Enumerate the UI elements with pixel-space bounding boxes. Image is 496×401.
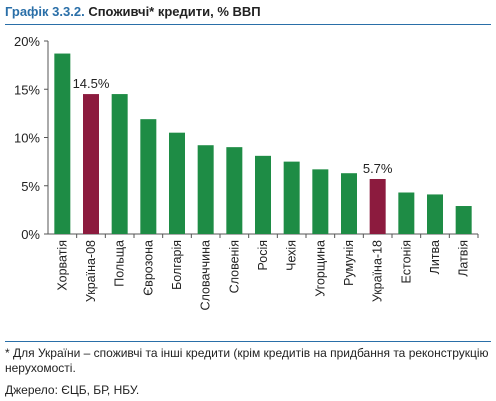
x-tick-label: Болгарія [170, 240, 184, 290]
x-tick-label: Латвія [457, 240, 471, 277]
x-tick-label: Словенія [227, 240, 241, 293]
bar-13 [427, 194, 443, 234]
chart-number: Графік 3.3.2. [5, 4, 85, 19]
x-tick-label: Словаччина [199, 240, 213, 311]
x-tick-label: Естонія [399, 240, 413, 283]
y-tick-label: 20% [14, 34, 40, 49]
bar-9 [312, 169, 329, 234]
x-tick-label: Україна-08 [84, 240, 98, 302]
y-tick-label: 15% [14, 82, 40, 97]
x-tick-label: Єврозона [141, 240, 155, 296]
bar-0 [54, 53, 71, 234]
source-note: Джерело: ЄЦБ, БР, НБУ. [5, 383, 140, 397]
bar-11 [369, 178, 386, 234]
footnote-divider [5, 341, 491, 342]
bar-3 [140, 119, 157, 234]
x-tick-label: Румунія [342, 240, 356, 286]
x-tick-label: Росія [256, 240, 270, 271]
title-divider [5, 24, 491, 25]
bar-8 [283, 161, 300, 234]
x-tick-label: Україна-18 [371, 240, 385, 302]
x-tick-label: Польща [113, 240, 127, 287]
y-tick-label: 10% [14, 131, 40, 146]
y-tick-label: 5% [21, 179, 40, 194]
bar-6 [226, 147, 243, 234]
bar-2 [111, 94, 128, 234]
bar-1 [83, 94, 99, 234]
x-tick-label: Литва [428, 240, 442, 274]
bar-5 [197, 145, 214, 234]
bar-7 [255, 155, 271, 234]
x-tick-label: Хорватія [55, 240, 69, 291]
bar-14 [455, 206, 472, 234]
bar-chart: 0% 5% 10% 15% 20% Хорватія Україна-08 Польща Євр… [14, 34, 479, 311]
bar-4 [169, 132, 185, 234]
data-label-1: 5.7% [363, 161, 393, 176]
data-label-0: 14.5% [73, 76, 110, 91]
bar-12 [398, 192, 415, 234]
y-tick-label: 0% [21, 227, 40, 242]
bar-10 [341, 173, 357, 234]
chart-title-text: Споживчі* кредити, % ВВП [88, 4, 261, 19]
footnote: * Для України – споживчі та інші кредити… [5, 346, 489, 375]
x-tick-label: Чехія [285, 240, 299, 271]
x-tick-label: Угорщина [313, 240, 327, 297]
chart-title: Графік 3.3.2. Споживчі* кредити, % ВВП [5, 4, 491, 20]
